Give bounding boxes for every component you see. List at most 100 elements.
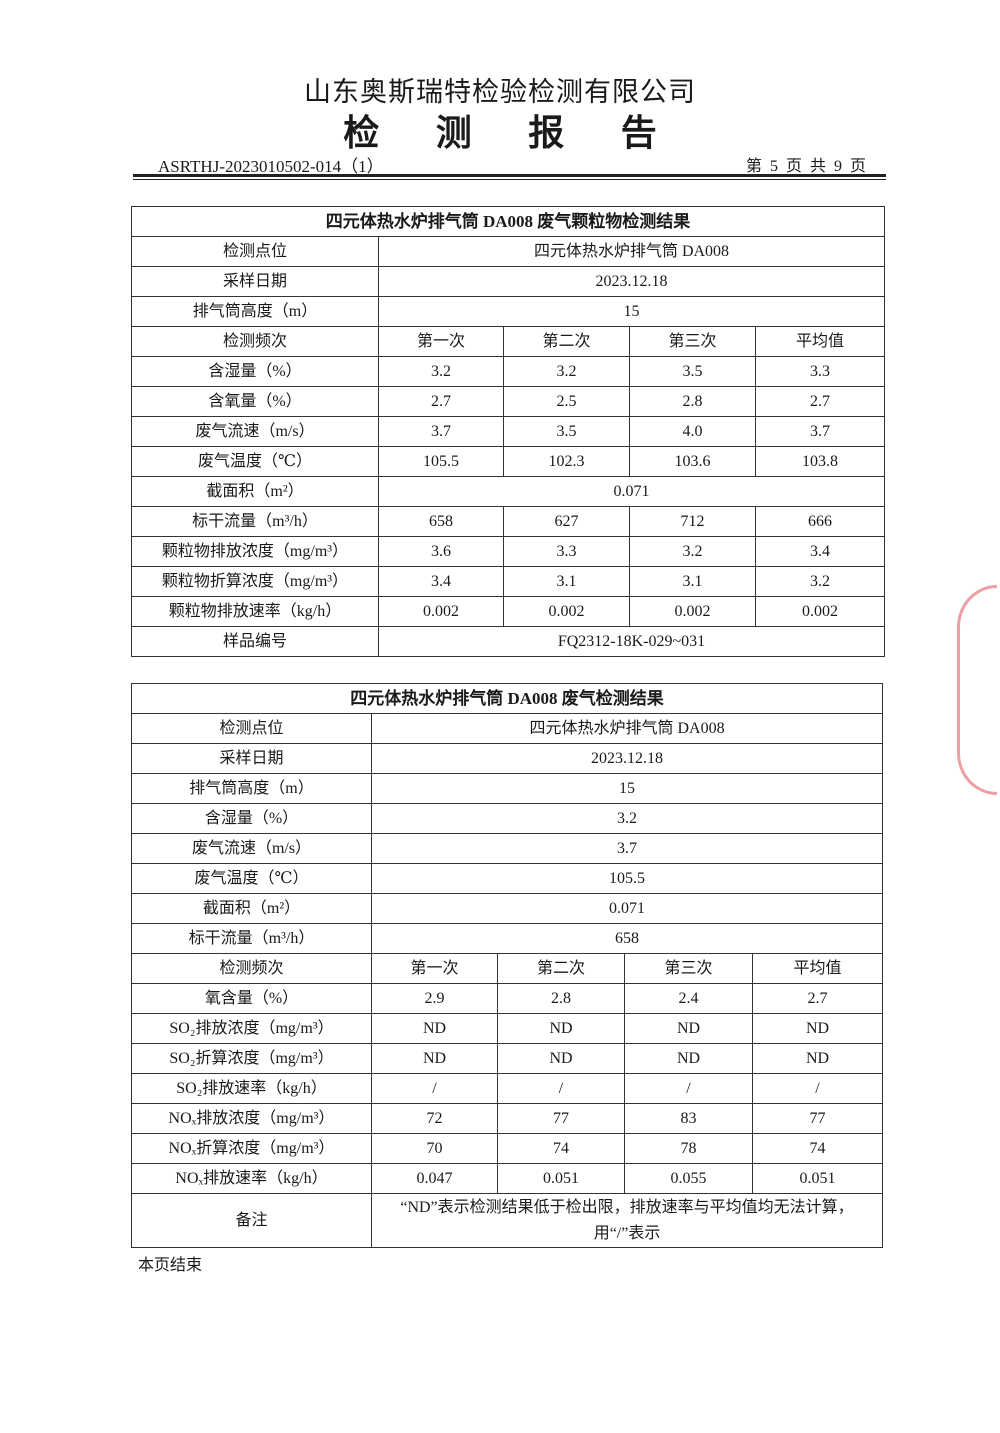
cell-value: 2.4 [624,983,753,1014]
row-label: SO₂折算浓度（mg/m³） [131,1043,372,1074]
cell-value: 3.1 [503,566,630,597]
cell-value: 0.051 [751,1163,884,1194]
merged-value: 四元体热水炉排气筒 DA008 [377,236,886,267]
cell-value: 83 [624,1103,753,1134]
red-seal-stamp [957,585,997,795]
row-label: 废气流速（m/s） [131,833,372,864]
cell-value: 78 [624,1133,753,1164]
merged-value: 15 [377,296,886,327]
row-label: SO₂排放浓度（mg/m³） [131,1013,372,1044]
table-title-row: 四元体热水炉排气筒 DA008 废气检测结果 [130,683,884,714]
table-row: NOₓ排放浓度（mg/m³） 72 77 83 77 [131,1103,884,1134]
cell-value: 平均值 [751,953,884,984]
table-row: 标干流量（m³/h） 658 627 712 666 [131,506,886,537]
cell-value: 0.002 [754,596,886,627]
table-row: 含氧量（%） 2.7 2.5 2.8 2.7 [131,386,886,417]
cell-value: ND [624,1013,753,1044]
cell-value: 2.5 [503,386,630,417]
row-label: 截面积（m²） [131,476,379,507]
cell-value: 3.2 [503,356,630,387]
row-label: 采样日期 [131,743,372,774]
row-label: 废气温度（℃） [131,863,372,894]
row-label: 备注 [131,1193,372,1248]
merged-value: 3.7 [370,833,884,864]
table-row: 废气流速（m/s） 3.7 [131,833,884,864]
table-row: 废气流速（m/s） 3.7 3.5 4.0 3.7 [131,416,886,447]
row-label: NOₓ折算浓度（mg/m³） [131,1133,372,1164]
cell-value: 2.8 [497,983,625,1014]
row-label: 排气筒高度（m） [131,296,379,327]
cell-value: 0.002 [503,596,630,627]
table-row: 颗粒物折算浓度（mg/m³） 3.4 3.1 3.1 3.2 [131,566,886,597]
cell-value: 3.2 [378,356,504,387]
merged-value: 四元体热水炉排气筒 DA008 [370,713,884,744]
cell-value: 3.7 [378,416,504,447]
row-label: NOₓ排放浓度（mg/m³） [131,1103,372,1134]
row-label: 颗粒物折算浓度（mg/m³） [131,566,379,597]
table-row: NOₓ折算浓度（mg/m³） 70 74 78 74 [131,1133,884,1164]
merged-value: 0.071 [370,893,884,924]
row-label: 采样日期 [131,266,379,297]
page-info: 第 5 页 共 9 页 [745,158,868,175]
table-row: 颗粒物排放速率（kg/h） 0.002 0.002 0.002 0.002 [131,596,886,627]
cell-value: 2.8 [629,386,756,417]
cell-value: 3.1 [629,566,756,597]
merged-value: 105.5 [370,863,884,894]
cell-value: ND [751,1013,884,1044]
cell-value: 第一次 [378,326,504,357]
cell-value: 103.8 [754,446,886,477]
cell-value: 105.5 [378,446,504,477]
cell-value: ND [497,1013,625,1044]
row-label: 检测频次 [131,326,379,357]
cell-value: 2.7 [378,386,504,417]
report-title: 检 测 报 告 [343,113,679,154]
particulate-results-table: 四元体热水炉排气筒 DA008 废气颗粒物检测结果 检测点位 四元体热水炉排气筒 D… [130,206,886,657]
cell-value: ND [371,1043,498,1074]
page-end-note: 本页结束 [138,1255,203,1274]
table-row: 颗粒物排放浓度（mg/m³） 3.6 3.3 3.2 3.4 [131,536,886,567]
cell-value: 74 [497,1133,625,1164]
table-row: 检测频次 第一次 第二次 第三次 平均值 [131,953,884,984]
header-rule-thin [133,179,886,180]
row-label: 检测频次 [131,953,372,984]
table-row: 废气温度（℃） 105.5 [131,863,884,894]
table-row: 截面积（m²） 0.071 [131,476,886,507]
cell-value: 第一次 [371,953,498,984]
cell-value: 2.7 [751,983,884,1014]
cell-value: 2.9 [371,983,498,1014]
row-label: 颗粒物排放速率（kg/h） [131,596,379,627]
table-row: 废气温度（℃） 105.5 102.3 103.6 103.8 [131,446,886,477]
row-label: 标干流量（m³/h） [131,923,372,954]
row-label: 氧含量（%） [131,983,372,1014]
merged-value: FQ2312-18K-029~031 [377,626,886,657]
table-row: 检测点位 四元体热水炉排气筒 DA008 [131,236,886,267]
table-row: 含湿量（%） 3.2 [131,803,884,834]
row-label: 含氧量（%） [131,386,379,417]
company-name: 山东奥斯瑞特检验检测有限公司 [304,77,696,108]
cell-value: 3.4 [754,536,886,567]
cell-value: 3.6 [378,536,504,567]
row-label: 样品编号 [131,626,379,657]
cell-value: 0.055 [624,1163,753,1194]
table-row: NOₓ排放速率（kg/h） 0.047 0.051 0.055 0.051 [131,1163,884,1194]
table-row: 氧含量（%） 2.9 2.8 2.4 2.7 [131,983,884,1014]
table-row: SO₂排放浓度（mg/m³） ND ND ND ND [131,1013,884,1044]
merged-value: 0.071 [377,476,886,507]
cell-value: 平均值 [754,326,886,357]
table-row: 备注 “ND”表示检测结果低于检出限，排放速率与平均值均无法计算，用“/”表示 [131,1193,884,1248]
merged-value: 3.2 [370,803,884,834]
table-row: 排气筒高度（m） 15 [131,296,886,327]
cell-value: 77 [497,1103,625,1134]
cell-value: 3.2 [629,536,756,567]
cell-value: 3.7 [754,416,886,447]
merged-value: 2023.12.18 [370,743,884,774]
cell-value: 0.002 [378,596,504,627]
cell-value: 627 [503,506,630,537]
document-number: ASRTHJ-2023010502-014（1） [158,157,384,176]
table-title-row: 四元体热水炉排气筒 DA008 废气颗粒物检测结果 [130,206,886,237]
cell-value: ND [624,1043,753,1074]
cell-value: 77 [751,1103,884,1134]
table-title: 四元体热水炉排气筒 DA008 废气颗粒物检测结果 [130,206,886,237]
cell-value: 3.2 [754,566,886,597]
cell-value: 72 [371,1103,498,1134]
